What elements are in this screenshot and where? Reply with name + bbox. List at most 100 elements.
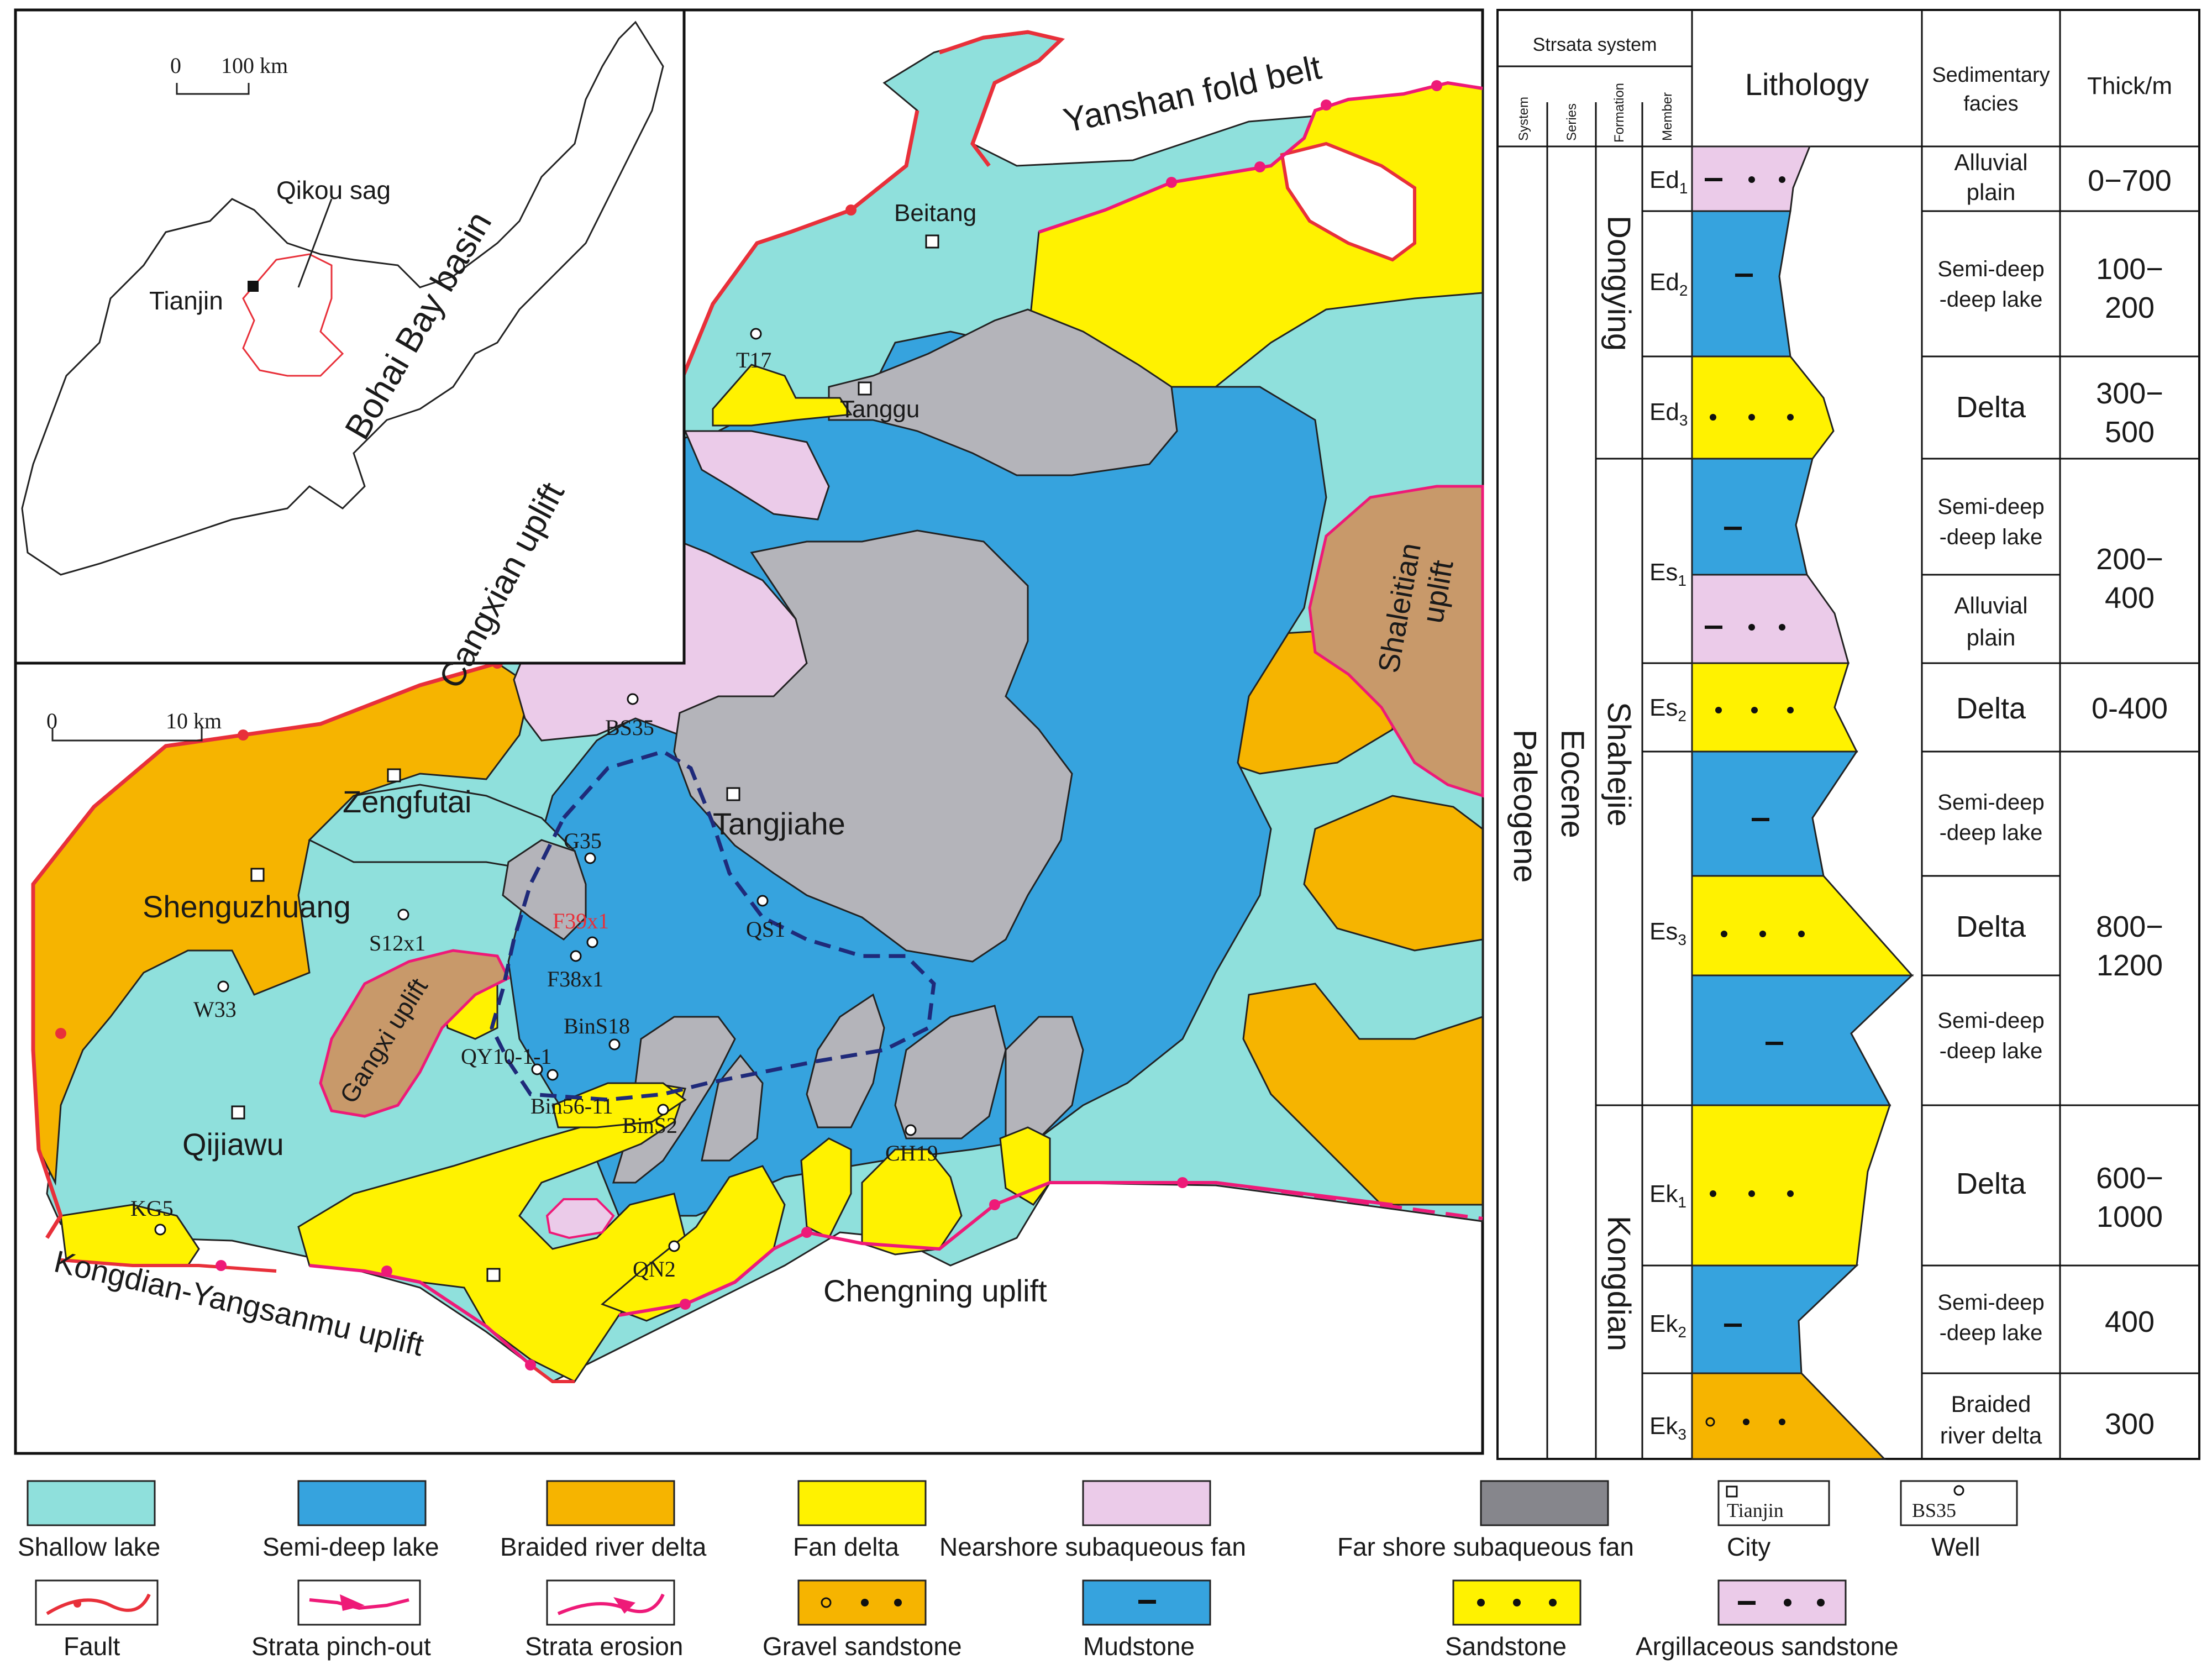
litho-ek2 — [1691, 1264, 1859, 1374]
fan-delta-ch19 — [861, 1148, 963, 1256]
legend-label-city: City — [1727, 1532, 1770, 1561]
braided-delta-east-3 — [1242, 983, 1484, 1206]
thick-9: 300 — [2105, 1408, 2155, 1441]
braided-delta-east-2 — [1303, 795, 1484, 952]
facies-5b: plain — [1967, 624, 2016, 650]
well-f38x1: F38x1 — [547, 967, 603, 991]
member-es3: Es3 — [1649, 918, 1686, 948]
facies-12a: Braided — [1951, 1391, 2031, 1417]
legend-swatch-farshore — [1480, 1480, 1609, 1526]
legend-label-fault: Fault — [64, 1632, 120, 1661]
member-labels: Ed1 Ed2 Ed3 Es1 Es2 Es3 Ek1 Ek2 Ek3 — [1649, 166, 1688, 1443]
map-panel: 0 100 km Qikou sag Tianjin Bohai Bay bas… — [14, 8, 1484, 1455]
legend-swatch-nearshore — [1082, 1480, 1211, 1526]
legend-swatch-argillaceous — [1717, 1579, 1847, 1626]
shaleitian-uplift-area — [1308, 485, 1484, 798]
well-w33: W33 — [193, 997, 237, 1022]
farshore-fan-g35 — [502, 839, 587, 941]
legend-label-sandstone: Sandstone — [1445, 1632, 1567, 1661]
legend-city-sample: Tianjin — [1727, 1499, 1784, 1521]
city-tangjiahe: Tangjiahe — [713, 806, 845, 841]
legend-swatch-city — [1717, 1480, 1830, 1526]
member-ek2: Ek2 — [1649, 1310, 1686, 1341]
legend-label-well: Well — [1931, 1532, 1980, 1561]
inset-scale-zero: 0 — [170, 53, 181, 78]
farshore-fan-south-2 — [701, 1054, 764, 1162]
legend-label-erosion: Strata erosion — [525, 1632, 683, 1661]
qikou-sag-outline — [242, 253, 344, 377]
facies-10: Delta — [1956, 1167, 2026, 1200]
pinchout-yanshan — [1038, 81, 1483, 234]
facies-7a: Semi-deep — [1937, 790, 2044, 815]
pinchout-chengning — [309, 1181, 1393, 1367]
well-s12x1: S12x1 — [369, 931, 425, 955]
member-ed2: Ed2 — [1649, 269, 1688, 299]
litho-es1a — [1691, 458, 1814, 576]
thick-7b: 1000 — [2097, 1200, 2163, 1233]
erosion-island-south — [545, 1198, 615, 1240]
facies-7b: -deep lake — [1940, 821, 2043, 845]
city-shenguzhuang: Shenguzhuang — [143, 889, 351, 924]
legend-label-pinchout: Strata pinch-out — [251, 1632, 431, 1661]
map-scale-zero: 0 — [46, 708, 57, 733]
series-eocene: Eocene — [1554, 729, 1590, 838]
thick-1: 0−700 — [2088, 164, 2172, 197]
header-facies-line1: Sedimentary — [1932, 64, 2050, 87]
header-strata-system: Strsata system — [1533, 34, 1657, 55]
tianjin-city-marker — [248, 281, 259, 292]
well-bs35: BS35 — [605, 715, 654, 740]
city-zengfutai: Zengfutai — [343, 784, 472, 819]
legend-label-mudstone: Mudstone — [1083, 1632, 1195, 1661]
legend-swatch-braided — [546, 1480, 675, 1526]
thick-3b: 500 — [2105, 416, 2155, 449]
facies-4b: -deep lake — [1940, 525, 2043, 549]
legend-swatch-erosion — [546, 1579, 675, 1626]
legend: Tianjin BS35 Shallow lake Semi-deep lake… — [18, 1480, 2018, 1661]
thickness-labels: 0−700 100− 200 300− 500 200− 400 0-400 8… — [2088, 164, 2172, 1441]
thick-4a: 200− — [2096, 543, 2163, 576]
well-qs1: QS1 — [746, 917, 785, 942]
facies-11a: Semi-deep — [1937, 1290, 2044, 1315]
legend-label-farshore: Far shore subaqueous fan — [1337, 1532, 1634, 1561]
litho-symbols — [1705, 176, 1805, 1427]
facies-11b: -deep lake — [1940, 1321, 2043, 1345]
thick-6a: 800− — [2096, 910, 2163, 943]
qikou-sag-label: Qikou sag — [276, 176, 391, 204]
well-markers — [154, 328, 917, 1252]
well-bin56: Bin56-11 — [530, 1094, 613, 1119]
map-scale-bar — [51, 728, 203, 742]
sag-boundary-dashed — [490, 749, 936, 1102]
city-beitang: Beitang — [894, 199, 976, 227]
farshore-fan-south-3 — [806, 993, 885, 1128]
thick-3a: 300− — [2096, 377, 2163, 410]
thick-4b: 400 — [2105, 581, 2155, 615]
header-series: Series — [1564, 103, 1579, 141]
formation-kongdian: Kongdian — [1601, 1216, 1637, 1351]
well-g35: G35 — [564, 828, 602, 853]
legend-swatch-semideep — [297, 1480, 427, 1526]
facies-12b: river delta — [1940, 1422, 2042, 1448]
header-facies-line2: facies — [1963, 92, 2018, 115]
inset-scale-bar — [176, 83, 250, 95]
facies-5a: Alluvial — [1954, 592, 2027, 618]
litho-ek3 — [1691, 1372, 1887, 1460]
facies-4a: Semi-deep — [1937, 495, 2044, 519]
thick-2a: 100− — [2096, 253, 2163, 286]
facies-9b: -deep lake — [1940, 1039, 2043, 1063]
tianjin-inset-label: Tianjin — [149, 286, 223, 315]
member-ek3: Ek3 — [1649, 1413, 1686, 1443]
farshore-fan-south-4 — [894, 1005, 1007, 1140]
formation-dongying: Dongying — [1601, 216, 1637, 351]
facies-1a: Alluvial — [1954, 149, 2027, 175]
legend-label-shallow: Shallow lake — [18, 1532, 160, 1561]
legend-label-nearshore: Nearshore subaqueous fan — [939, 1532, 1246, 1561]
litho-es1b — [1691, 574, 1850, 664]
farshore-fan-tangjiahe — [673, 529, 1073, 963]
well-kg5: KG5 — [130, 1196, 174, 1221]
inset-scale-label: 100 km — [221, 53, 288, 78]
inset-map: 0 100 km Qikou sag Tianjin Bohai Bay bas… — [14, 8, 686, 665]
litho-ek1 — [1691, 1104, 1892, 1267]
well-bins18: BinS18 — [564, 1014, 630, 1038]
facies-2b: -deep lake — [1940, 287, 2043, 312]
